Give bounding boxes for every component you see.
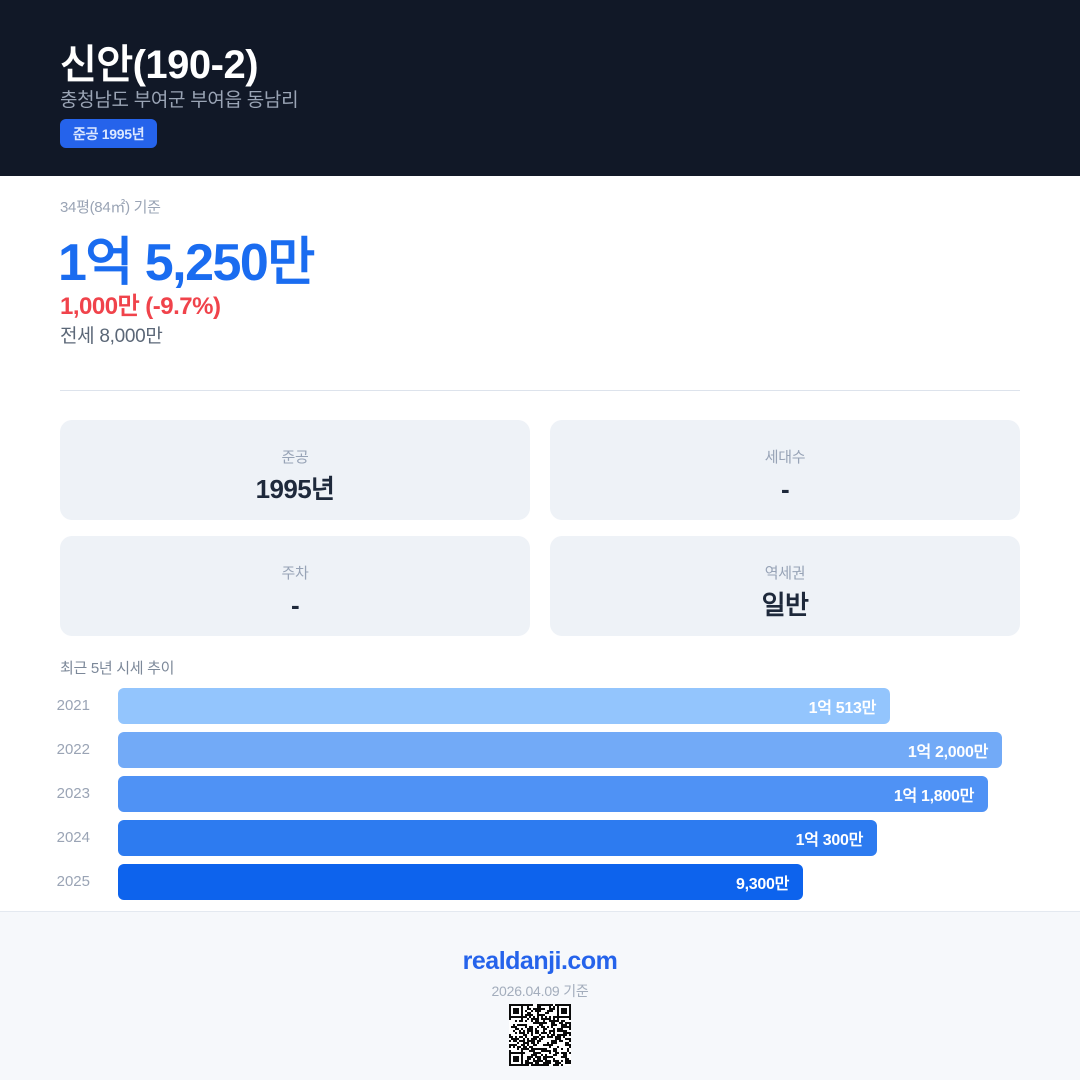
data-date-label: 2026.04.09 기준: [491, 983, 589, 999]
info-card-label: 주차: [281, 565, 309, 582]
chart-bar-year-label: 2025: [56, 873, 90, 890]
chart-bar-row: 2024 1억 300만: [0, 820, 1080, 856]
footer-bar: realdanji.com 2026.04.09 기준: [0, 911, 1080, 1080]
price-change-value: 1,000만 (-9.7%): [60, 293, 221, 320]
info-card-value: 일반: [761, 590, 809, 620]
info-card-label: 역세권: [764, 565, 806, 582]
chart-bar: 1억 513만: [118, 688, 890, 724]
chart-bar-year-label: 2022: [56, 741, 90, 758]
property-address: 충청남도 부여군 부여읍 동남리: [60, 90, 299, 111]
chart-bar-year-label: 2024: [56, 829, 90, 846]
chart-bar-year-label: 2021: [56, 697, 90, 714]
chart-bar-row: 2023 1억 1,800만: [0, 776, 1080, 812]
chart-bar-value-label: 1억 300만: [795, 832, 864, 849]
info-card-construction-year: 준공 1995년: [60, 420, 530, 520]
chart-bar-row: 2021 1억 513만: [0, 688, 1080, 724]
chart-bar: 9,300만: [118, 864, 803, 900]
qr-code-icon: [509, 1004, 571, 1066]
chart-bar: 1억 300만: [118, 820, 877, 856]
chart-bar-value-label: 1억 2,000만: [907, 744, 988, 761]
price-main-value: 1억 5,250만: [58, 234, 315, 292]
chart-bar: 1억 2,000만: [118, 732, 1002, 768]
price-basis-label: 34평(84㎡) 기준: [60, 199, 161, 216]
info-card-label: 준공: [281, 449, 309, 466]
chart-bar: 1억 1,800만: [118, 776, 988, 812]
header-banner: 신안(190-2) 충청남도 부여군 부여읍 동남리 준공 1995년: [0, 0, 1080, 176]
info-card-value: 1995년: [255, 474, 335, 504]
section-divider: [60, 390, 1020, 391]
status-badge: 준공 1995년: [60, 119, 158, 148]
chart-bar-value-label: 9,300만: [736, 876, 789, 893]
info-card-household-count: 세대수 -: [550, 420, 1020, 520]
chart-title: 최근 5년 시세 추이: [60, 660, 175, 677]
chart-bar-row: 2022 1억 2,000만: [0, 732, 1080, 768]
chart-bar-value-label: 1억 1,800만: [893, 788, 974, 805]
info-card-label: 세대수: [764, 449, 806, 466]
chart-bar-row: 2025 9,300만: [0, 864, 1080, 900]
info-card-parking: 주차 -: [60, 536, 530, 636]
info-card-value: -: [780, 474, 790, 504]
page-title: 신안(190-2): [60, 43, 259, 87]
brand-link[interactable]: realdanji.com: [462, 947, 618, 975]
chart-bar-value-label: 1억 513만: [808, 700, 877, 717]
info-card-station-access: 역세권 일반: [550, 536, 1020, 636]
jeonse-price-value: 전세 8,000만: [60, 326, 163, 347]
info-card-value: -: [290, 590, 300, 620]
chart-bar-year-label: 2023: [56, 785, 90, 802]
